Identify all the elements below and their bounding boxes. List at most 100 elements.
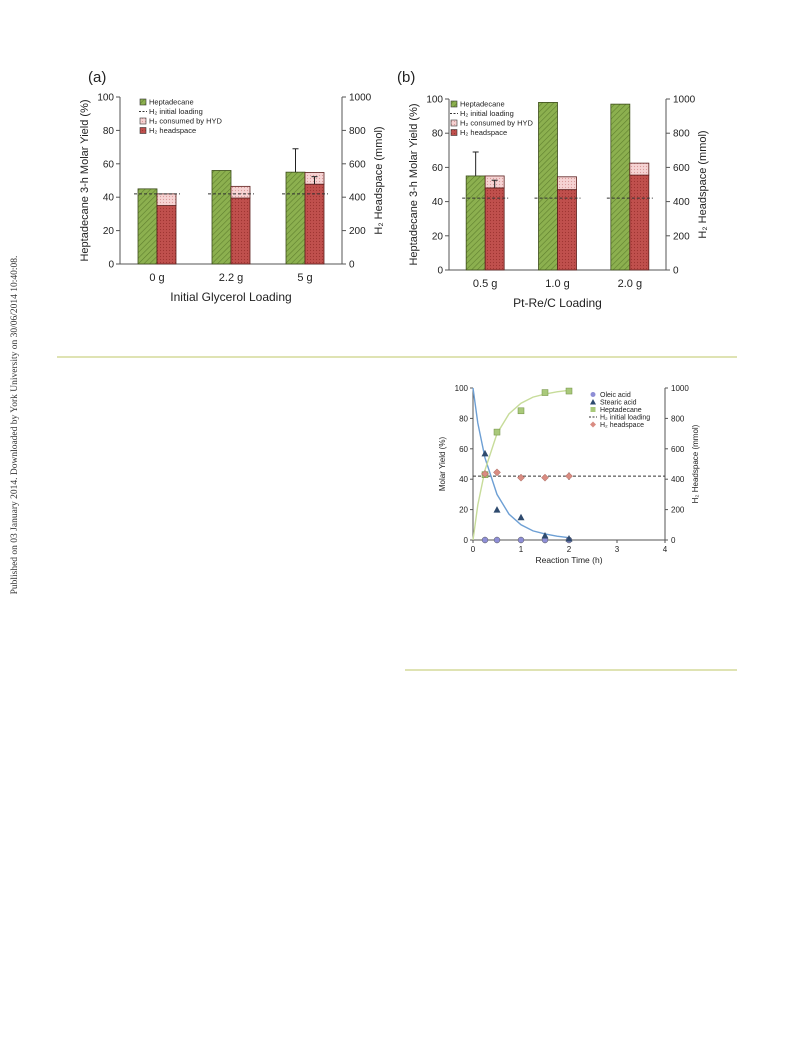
panel1-bar-heptadecane — [137, 188, 158, 265]
panel2-category-0-5-g: 0.5 g — [473, 278, 497, 290]
panel3-ytick-label: 60 — [459, 445, 468, 454]
panel2-bar-h2-headspace — [484, 187, 505, 271]
panel2-y2tick-label: 600 — [673, 163, 690, 174]
panel2-bar-heptadecane — [610, 103, 631, 271]
panel1-ytick-label: 0 — [108, 260, 114, 271]
panel3-fit-heptadecane-fit — [472, 389, 570, 541]
panel2-ytick-label: 0 — [437, 266, 443, 277]
panel1-y2tick-label: 800 — [349, 126, 366, 137]
panel3-xtick-label: 4 — [663, 545, 668, 554]
panel3-ytick-label: 40 — [459, 475, 468, 484]
panel2-legend-h-headspace: H₂ headspace — [460, 128, 507, 137]
panel1-y2tick-label: 0 — [349, 260, 355, 271]
panel3-y2label: H₂ Headspace (mmol) — [691, 424, 700, 503]
panel2-bar-heptadecane — [538, 102, 558, 271]
panel2-xlabel: Pt-Re/C Loading — [513, 296, 602, 310]
panel3-legend-h-initial-loading: H₂ initial loading — [600, 415, 650, 422]
panel1-legend-swatch-heptadecane — [139, 98, 147, 106]
panel3-point-h-headspace — [517, 473, 525, 482]
panel1-y2tick-label: 1000 — [349, 93, 372, 104]
panel1-ytick-label: 20 — [103, 226, 115, 237]
panel3-point-heptadecane — [565, 387, 573, 395]
panel3-ytick-label: 100 — [455, 384, 469, 393]
panel3-ytick-label: 80 — [459, 414, 468, 423]
panel2-bar-h2-headspace — [557, 189, 577, 271]
panel1-legend-h-consumed-by-hyd: H₂ consumed by HYD — [149, 117, 223, 126]
panel2-ytick-label: 100 — [426, 95, 443, 106]
panel3-point-heptadecane — [493, 428, 501, 436]
panel3-ylabel: Molar Yield (%) — [438, 437, 447, 492]
panel2-bar-heptadecane — [465, 175, 486, 271]
panel3-point-oleic-acid — [481, 536, 489, 544]
panel2-label: (b) — [397, 69, 415, 86]
panel2-y2label: H₂ Headspace (mmol) — [697, 130, 709, 238]
panel3-xtick-label: 1 — [519, 545, 524, 554]
panel3-ytick-label: 0 — [464, 536, 469, 545]
panel3-y2tick-label: 0 — [671, 536, 676, 545]
panel3-point-h-headspace — [481, 470, 489, 478]
panel2-legend-heptadecane: Heptadecane — [460, 100, 505, 109]
panel1-ytick-label: 60 — [103, 159, 115, 170]
panel1-legend-h-initial-loading: H₂ initial loading — [149, 107, 203, 116]
panel1-ytick-label: 40 — [103, 193, 115, 204]
panel3-fit-stearic-acid-fit — [472, 387, 570, 539]
panel3-point-h-headspace — [541, 473, 549, 482]
panel3-point-oleic-acid — [493, 536, 501, 544]
panel1-bar-h2-consumed — [230, 185, 251, 199]
panel3-y2tick-label: 200 — [671, 506, 685, 515]
panel3-ytick-label: 20 — [459, 506, 468, 515]
panel1-bar-heptadecane — [211, 170, 232, 265]
panel3-point-heptadecane — [541, 389, 549, 396]
panel1-legend-h-headspace: H₂ headspace — [149, 126, 196, 135]
panel1-xlabel: Initial Glycerol Loading — [170, 290, 291, 304]
divider-top — [57, 356, 737, 358]
panel1-bar-h2-consumed — [156, 193, 177, 206]
panel3-point-stearic-acid — [517, 513, 525, 521]
panel2-y2tick-label: 400 — [673, 197, 690, 208]
panel2-legend-h-initial-loading: H₂ initial loading — [460, 109, 514, 118]
panel2-ylabel: Heptadecane 3-h Molar Yield (%) — [408, 103, 420, 265]
panel2-ytick-label: 40 — [432, 197, 444, 208]
panel1-legend-swatch-h-headspace — [139, 127, 147, 134]
panel1-ytick-label: 80 — [103, 126, 115, 137]
panel1-category-5-g: 5 g — [297, 272, 312, 284]
panel3-point-h-headspace — [493, 468, 501, 477]
panel3-legend-swatch-stearic-acid — [590, 399, 596, 405]
panel2-ytick-label: 80 — [432, 129, 444, 140]
panel1-y2label: H₂ Headspace (mmol) — [373, 126, 385, 234]
divider-bottom — [405, 669, 737, 671]
panel1-y2tick-label: 200 — [349, 226, 366, 237]
panel3-legend-oleic-acid: Oleic acid — [600, 392, 631, 399]
panel2-ytick-label: 60 — [432, 163, 444, 174]
panel2-category-1-0-g: 1.0 g — [545, 278, 569, 290]
panel1-ylabel: Heptadecane 3-h Molar Yield (%) — [79, 99, 91, 261]
panel2-legend-swatch-h-consumed-by-hyd — [450, 119, 458, 127]
panel1-y2tick-label: 400 — [349, 193, 366, 204]
panel2-bar-h2-consumed — [557, 176, 577, 191]
panel3-legend-h-headspace: H₂ headspace — [600, 422, 644, 429]
panel1-legend-swatch-h-consumed-by-hyd — [139, 117, 147, 125]
panel3-y2tick-label: 1000 — [671, 384, 689, 393]
panel3-legend-swatch-heptadecane — [590, 407, 596, 412]
panel3-legend-stearic-acid: Stearic acid — [600, 400, 637, 407]
panel3-legend-heptadecane: Heptadecane — [600, 407, 642, 414]
panel1-bar-h2-headspace — [230, 197, 251, 265]
panel3-y2tick-label: 400 — [671, 475, 685, 484]
panel3-point-h-headspace — [565, 472, 573, 481]
panel3-point-stearic-acid — [565, 534, 573, 542]
panel2-y2tick-label: 800 — [673, 129, 690, 140]
panel1-label: (a) — [88, 69, 106, 86]
panel3-point-oleic-acid — [517, 536, 525, 544]
panel3-point-stearic-acid — [541, 531, 549, 539]
panel2-legend-h-consumed-by-hyd: H₂ consumed by HYD — [460, 119, 534, 128]
panel2-y2tick-label: 200 — [673, 231, 690, 242]
panel1-ytick-label: 100 — [97, 93, 114, 104]
panel3-xtick-label: 3 — [615, 545, 620, 554]
panel3-point-stearic-acid — [493, 506, 501, 513]
panel1-bar-heptadecane — [285, 171, 306, 265]
panel3-xlabel: Reaction Time (h) — [535, 555, 602, 565]
panel2-category-2-0-g: 2.0 g — [618, 278, 642, 290]
panel3-y2tick-label: 600 — [671, 445, 685, 454]
panel3-xtick-label: 2 — [567, 545, 572, 554]
